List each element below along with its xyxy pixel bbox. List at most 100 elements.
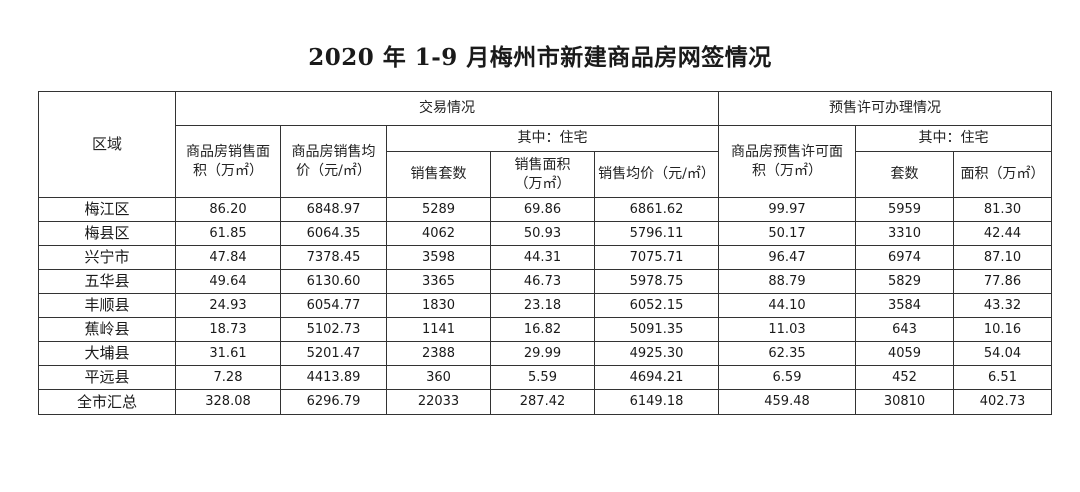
value-cell: 46.73 (490, 269, 595, 294)
value-cell: 43.32 (953, 293, 1052, 318)
table-row: 梅县区 61.85 6064.35 4062 50.93 5796.11 50.… (38, 221, 1052, 246)
value-cell: 30810 (855, 389, 954, 415)
value-cell: 5796.11 (594, 221, 719, 246)
value-cell: 49.64 (175, 269, 281, 294)
value-cell: 5.59 (490, 365, 595, 390)
table-row: 平远县 7.28 4413.89 360 5.59 4694.21 6.59 4… (38, 365, 1052, 390)
table-row: 梅江区 86.20 6848.97 5289 69.86 6861.62 99.… (38, 197, 1052, 222)
value-cell: 31.61 (175, 341, 281, 366)
value-cell: 4062 (386, 221, 491, 246)
header-sales-price: 商品房销售均价（元/㎡） (280, 125, 387, 198)
value-cell: 54.04 (953, 341, 1052, 366)
value-cell: 44.31 (490, 245, 595, 270)
table-row: 兴宁市 47.84 7378.45 3598 44.31 7075.71 96.… (38, 245, 1052, 270)
value-cell: 4413.89 (280, 365, 387, 390)
value-cell: 4059 (855, 341, 954, 366)
value-cell: 6848.97 (280, 197, 387, 222)
header-transaction: 交易情况 (175, 91, 719, 126)
region-cell: 兴宁市 (38, 245, 176, 270)
value-cell: 88.79 (718, 269, 856, 294)
value-cell: 5978.75 (594, 269, 719, 294)
value-cell: 42.44 (953, 221, 1052, 246)
value-cell: 360 (386, 365, 491, 390)
region-cell: 梅江区 (38, 197, 176, 222)
header-residential-price: 销售均价（元/㎡） (594, 151, 719, 198)
value-cell: 6052.15 (594, 293, 719, 318)
header-sales-area: 商品房销售面积（万㎡） (175, 125, 281, 198)
value-cell: 3584 (855, 293, 954, 318)
value-cell: 44.10 (718, 293, 856, 318)
header-units-sold: 销售套数 (386, 151, 491, 198)
value-cell: 6.59 (718, 365, 856, 390)
value-cell: 328.08 (175, 389, 281, 415)
value-cell: 6130.60 (280, 269, 387, 294)
value-cell: 86.20 (175, 197, 281, 222)
value-cell: 459.48 (718, 389, 856, 415)
value-cell: 29.99 (490, 341, 595, 366)
value-cell: 4925.30 (594, 341, 719, 366)
value-cell: 5102.73 (280, 317, 387, 342)
header-region: 区域 (38, 91, 176, 198)
value-cell: 23.18 (490, 293, 595, 318)
value-cell: 6064.35 (280, 221, 387, 246)
value-cell: 5201.47 (280, 341, 387, 366)
region-cell: 丰顺县 (38, 293, 176, 318)
value-cell: 402.73 (953, 389, 1052, 415)
value-cell: 24.93 (175, 293, 281, 318)
value-cell: 99.97 (718, 197, 856, 222)
value-cell: 6974 (855, 245, 954, 270)
value-cell: 1141 (386, 317, 491, 342)
value-cell: 7378.45 (280, 245, 387, 270)
region-cell: 大埔县 (38, 341, 176, 366)
region-cell: 蕉岭县 (38, 317, 176, 342)
value-cell: 5289 (386, 197, 491, 222)
value-cell: 287.42 (490, 389, 595, 415)
value-cell: 62.35 (718, 341, 856, 366)
region-cell: 全市汇总 (38, 389, 176, 415)
value-cell: 643 (855, 317, 954, 342)
value-cell: 22033 (386, 389, 491, 415)
value-cell: 50.17 (718, 221, 856, 246)
value-cell: 96.47 (718, 245, 856, 270)
header-residential-area: 销售面积（万㎡） (490, 151, 595, 198)
value-cell: 5091.35 (594, 317, 719, 342)
header-presale-res-area: 面积（万㎡） (953, 151, 1052, 198)
value-cell: 87.10 (953, 245, 1052, 270)
page-title: 2020 年 1-9 月梅州市新建商品房网签情况 (308, 44, 772, 71)
value-cell: 69.86 (490, 197, 595, 222)
header-presale-residential: 其中：住宅 (855, 125, 1052, 152)
value-cell: 3310 (855, 221, 954, 246)
value-cell: 7.28 (175, 365, 281, 390)
total-row: 全市汇总 328.08 6296.79 22033 287.42 6149.18… (38, 389, 1052, 415)
value-cell: 5959 (855, 197, 954, 222)
header-presale-area: 商品房预售许可面积（万㎡） (718, 125, 856, 198)
region-cell: 梅县区 (38, 221, 176, 246)
value-cell: 77.86 (953, 269, 1052, 294)
value-cell: 6149.18 (594, 389, 719, 415)
value-cell: 7075.71 (594, 245, 719, 270)
table-row: 大埔县 31.61 5201.47 2388 29.99 4925.30 62.… (38, 341, 1052, 366)
table-row: 蕉岭县 18.73 5102.73 1141 16.82 5091.35 11.… (38, 317, 1052, 342)
value-cell: 18.73 (175, 317, 281, 342)
value-cell: 452 (855, 365, 954, 390)
value-cell: 61.85 (175, 221, 281, 246)
sales-table: 区域 交易情况 预售许可办理情况 商品房销售面积（万㎡） 商品房销售均价（元/㎡… (38, 91, 1052, 415)
value-cell: 6.51 (953, 365, 1052, 390)
value-cell: 5829 (855, 269, 954, 294)
value-cell: 50.93 (490, 221, 595, 246)
value-cell: 6054.77 (280, 293, 387, 318)
table-row: 五华县 49.64 6130.60 3365 46.73 5978.75 88.… (38, 269, 1052, 294)
header-presale-units: 套数 (855, 151, 954, 198)
value-cell: 2388 (386, 341, 491, 366)
value-cell: 3365 (386, 269, 491, 294)
value-cell: 6861.62 (594, 197, 719, 222)
header-presale: 预售许可办理情况 (718, 91, 1052, 126)
table-row: 丰顺县 24.93 6054.77 1830 23.18 6052.15 44.… (38, 293, 1052, 318)
region-cell: 平远县 (38, 365, 176, 390)
region-cell: 五华县 (38, 269, 176, 294)
value-cell: 81.30 (953, 197, 1052, 222)
value-cell: 1830 (386, 293, 491, 318)
value-cell: 3598 (386, 245, 491, 270)
header-transaction-residential: 其中：住宅 (386, 125, 719, 152)
value-cell: 4694.21 (594, 365, 719, 390)
